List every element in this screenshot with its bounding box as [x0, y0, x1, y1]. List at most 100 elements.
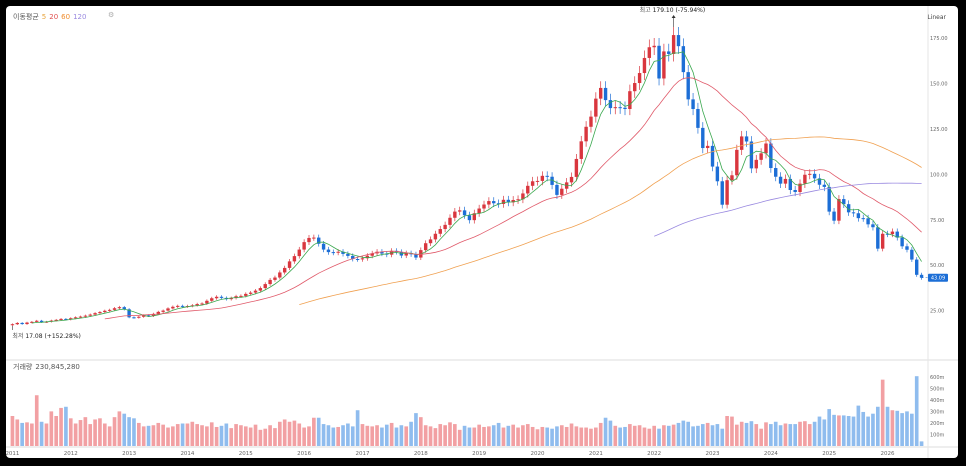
candle-body: [832, 211, 836, 221]
candle-body: [365, 255, 370, 259]
volume-bar: [832, 414, 836, 446]
candle-body: [78, 316, 83, 318]
x-tick-label: 2024: [764, 451, 778, 457]
candle-body: [73, 317, 78, 319]
candle-body: [686, 72, 690, 100]
candle-body: [530, 181, 535, 186]
candle-body: [253, 290, 258, 293]
high-annotation: 최고 179.10 (-75.94%): [640, 6, 706, 14]
volume-legend-label: 거래량: [13, 363, 33, 371]
volume-bar: [837, 415, 841, 446]
volume-bar: [914, 376, 919, 446]
candle-body: [730, 175, 734, 181]
candle-body: [297, 249, 301, 257]
volume-bar: [292, 420, 297, 446]
volume-bar: [613, 425, 618, 446]
volume-bar: [448, 422, 452, 446]
volume-bar: [44, 423, 49, 446]
volume-bar: [102, 423, 107, 446]
volume-bar: [666, 425, 671, 446]
volume-bar: [78, 420, 83, 446]
candle-body: [93, 313, 97, 315]
candle-body: [20, 322, 24, 325]
candle-body: [287, 261, 292, 268]
volume-bar: [516, 427, 520, 446]
volume-bar: [822, 419, 827, 446]
candle-body: [268, 279, 272, 285]
candle-body: [141, 315, 146, 317]
volume-bar: [628, 424, 632, 446]
candle-body: [39, 320, 44, 323]
candle-body: [710, 145, 715, 167]
candle-body: [98, 312, 102, 314]
volume-bar: [234, 424, 238, 446]
ma5-line: [31, 51, 922, 324]
volume-legend: 거래량 230,845,280: [13, 362, 83, 372]
candle-body: [161, 310, 165, 312]
candle-body: [59, 318, 63, 320]
volume-bar: [49, 411, 54, 446]
volume-bar: [428, 426, 433, 446]
volume-bar: [807, 424, 812, 446]
volume-bar: [487, 426, 491, 446]
volume-bar: [681, 420, 686, 446]
chart-canvas[interactable]: 25.00 50.00 75.00 100.00 125.00 150.00 175.00 1…: [6, 6, 958, 458]
candle-body: [667, 51, 671, 54]
volume-bar: [282, 419, 287, 446]
volume-bar: [185, 423, 190, 446]
candle-body: [540, 175, 545, 181]
candle-body: [623, 107, 627, 109]
volume-bar: [25, 422, 29, 446]
volume-bar: [793, 424, 797, 446]
scale-type-toggle[interactable]: Linear: [927, 14, 946, 21]
settings-icon[interactable]: ⚙: [108, 11, 115, 19]
candle-body: [856, 213, 861, 219]
volume-bar: [161, 424, 165, 446]
volume-bar: [564, 426, 569, 446]
x-tick-label: 2016: [297, 451, 311, 457]
volume-bar: [866, 416, 870, 446]
volume-bar: [384, 424, 389, 446]
candle-body: [817, 178, 822, 185]
volume-bar: [209, 422, 214, 446]
candle-body: [652, 45, 656, 48]
candle-body: [759, 153, 763, 160]
candle-body: [812, 173, 817, 179]
candle-body: [219, 296, 224, 298]
candle-body: [336, 251, 340, 253]
volume-bar: [574, 426, 579, 446]
ma-legend-20: 20: [49, 13, 59, 21]
volume-bar: [705, 422, 710, 446]
candle-body: [263, 284, 267, 289]
candle-body: [662, 51, 666, 79]
volume-bar: [355, 410, 360, 446]
candle-body: [210, 298, 214, 301]
candle-body: [54, 319, 58, 321]
volume-bar: [93, 419, 97, 446]
candle-body: [900, 237, 904, 247]
candle-body: [584, 126, 588, 142]
volume-bar: [671, 424, 676, 446]
volume-bar: [180, 423, 185, 446]
volume-bar: [360, 424, 365, 446]
candle-body: [273, 277, 277, 280]
candle-body: [229, 298, 233, 300]
volume-bar: [10, 416, 15, 446]
volume-bar: [773, 421, 778, 446]
ma120-line: [654, 182, 922, 237]
x-tick-label: 2012: [64, 451, 78, 457]
volume-bar: [219, 425, 224, 446]
volume-bar: [496, 422, 501, 446]
candle-body: [890, 231, 895, 235]
candle-body: [132, 317, 136, 319]
candle-body: [370, 253, 374, 256]
volume-bar: [433, 428, 438, 446]
volume-bar: [700, 424, 705, 446]
candle-body: [842, 199, 846, 205]
volume-bar: [895, 410, 900, 446]
candle-body: [496, 203, 501, 205]
x-tick-label: 2025: [822, 451, 836, 457]
volume-bar: [321, 424, 326, 446]
candle-body: [769, 143, 773, 169]
volume-bar: [579, 427, 584, 446]
